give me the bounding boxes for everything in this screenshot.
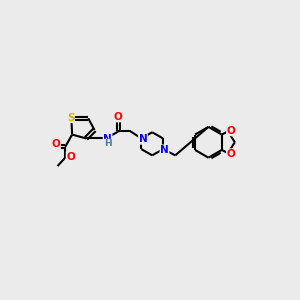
Text: O: O (226, 126, 236, 136)
Text: N: N (160, 145, 169, 155)
Text: O: O (226, 149, 236, 159)
Text: O: O (114, 112, 123, 122)
Text: N: N (103, 134, 112, 144)
Text: O: O (52, 139, 60, 149)
Text: N: N (139, 134, 147, 144)
Text: H: H (104, 139, 111, 148)
Text: O: O (66, 152, 75, 162)
Text: S: S (67, 112, 74, 123)
